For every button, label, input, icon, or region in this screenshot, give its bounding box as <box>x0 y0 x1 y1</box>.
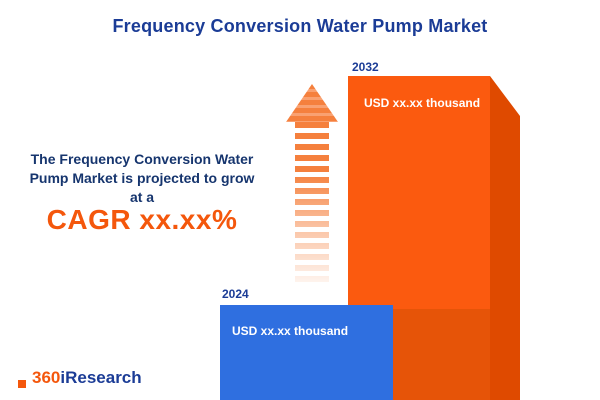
bar-2032-side-face <box>490 76 520 400</box>
growth-arrow-head-icon <box>286 84 338 122</box>
description-line-2: Pump Market is projected to grow <box>29 169 255 186</box>
logo-suffix: iResearch <box>60 368 142 387</box>
bar-2024 <box>220 305 393 400</box>
bar-overlap-shade <box>393 309 490 400</box>
description-text: The Frequency Conversion Water Pump Mark… <box>8 150 276 207</box>
growth-arrow-fade <box>293 122 331 288</box>
cagr-text: CAGR xx.xx% <box>46 204 238 235</box>
description-line-3: at a <box>129 188 155 205</box>
description-line-1: The Frequency Conversion Water <box>30 151 254 167</box>
bar-2024-year-label: 2024 <box>222 287 249 301</box>
brand-logo: 360 iResearch <box>18 368 142 388</box>
bar-2032-year-label: 2032 <box>352 60 379 74</box>
bar-2024-value-label: USD xx.xx thousand <box>232 324 349 338</box>
page-title: Frequency Conversion Water Pump Market <box>112 16 488 36</box>
logo-prefix: 360 <box>32 368 61 387</box>
logo-square-icon <box>18 380 26 388</box>
bar-2032-value-label: USD xx.xx thousand <box>364 96 481 110</box>
